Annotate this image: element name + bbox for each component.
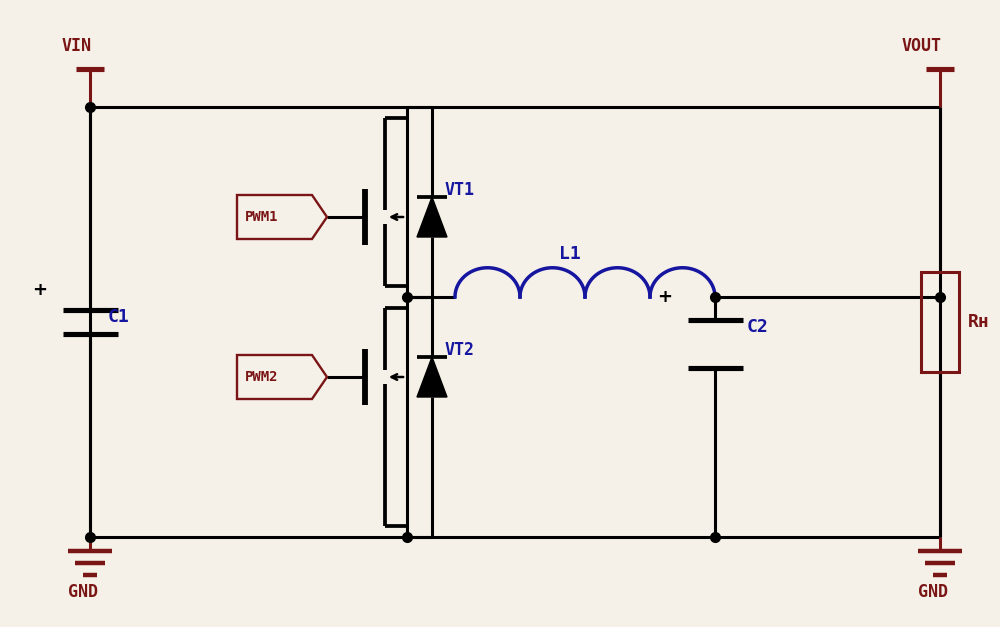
Text: VOUT: VOUT: [902, 37, 942, 55]
Text: PWM2: PWM2: [245, 370, 278, 384]
Text: VIN: VIN: [62, 37, 92, 55]
Bar: [921, 272, 959, 372]
Text: GND: GND: [68, 583, 98, 601]
Text: L1: L1: [559, 245, 581, 263]
Text: PWM1: PWM1: [245, 210, 278, 224]
Text: Rн: Rн: [968, 313, 990, 331]
Text: C2: C2: [747, 318, 769, 336]
Polygon shape: [417, 197, 447, 237]
Text: +: +: [658, 288, 672, 306]
Text: VT1: VT1: [445, 181, 475, 199]
Text: GND: GND: [918, 583, 948, 601]
Text: +: +: [32, 281, 48, 299]
Text: VT2: VT2: [445, 341, 475, 359]
Text: C1: C1: [108, 308, 130, 326]
Polygon shape: [417, 357, 447, 397]
